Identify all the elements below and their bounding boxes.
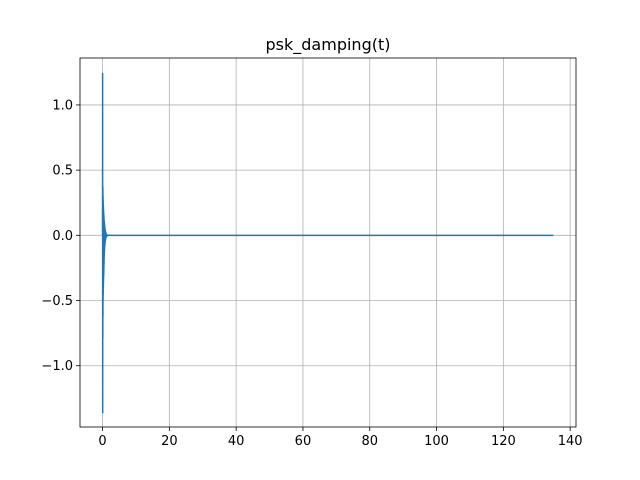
y-tick-label: 1.0 xyxy=(52,98,73,113)
y-tick-label: 0.0 xyxy=(52,229,73,244)
x-tick-label: 60 xyxy=(295,434,312,449)
x-tick-label: 20 xyxy=(161,434,178,449)
chart-title: psk_damping(t) xyxy=(266,35,391,55)
ticks: 0 20 40 60 80 100 120 140 −1.0 −0.5 0.0 0.5 1.0 xyxy=(41,98,582,449)
plot-area xyxy=(101,72,554,414)
x-tick-label: 140 xyxy=(558,434,583,449)
x-tick-label: 120 xyxy=(491,434,516,449)
axes-frame xyxy=(79,57,577,428)
y-tick-label: −0.5 xyxy=(41,294,73,309)
series-line xyxy=(101,72,554,414)
x-tick-label: 40 xyxy=(228,434,245,449)
y-tick-label: −1.0 xyxy=(41,359,73,374)
x-tick-label: 100 xyxy=(424,434,449,449)
x-tick-label: 80 xyxy=(361,434,378,449)
y-tick-label: 0.5 xyxy=(52,164,73,179)
x-tick-label: 0 xyxy=(98,434,106,449)
